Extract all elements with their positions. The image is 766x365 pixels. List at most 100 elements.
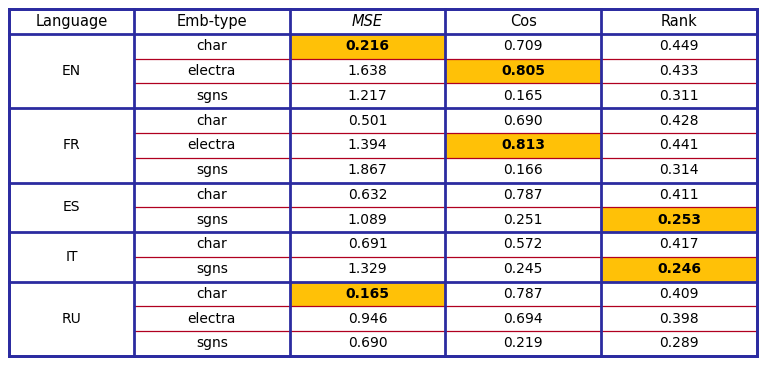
Bar — [445, 108, 601, 133]
Bar — [9, 108, 134, 133]
Text: electra: electra — [188, 138, 236, 152]
Text: 0.245: 0.245 — [503, 262, 543, 276]
Text: 0.166: 0.166 — [503, 163, 543, 177]
Text: 0.813: 0.813 — [501, 138, 545, 152]
Bar — [601, 232, 757, 257]
Bar — [445, 331, 601, 356]
Bar — [445, 257, 601, 281]
Bar — [601, 133, 757, 158]
Bar — [290, 331, 445, 356]
Bar — [134, 281, 290, 306]
Text: 0.428: 0.428 — [660, 114, 699, 128]
Text: sgns: sgns — [196, 89, 228, 103]
Text: 0.314: 0.314 — [660, 163, 699, 177]
Text: 0.787: 0.787 — [503, 287, 543, 301]
Bar — [134, 182, 290, 207]
Bar — [134, 232, 290, 257]
Text: 0.441: 0.441 — [660, 138, 699, 152]
Text: ES: ES — [63, 200, 80, 214]
Bar — [445, 158, 601, 182]
Text: char: char — [197, 188, 228, 202]
Text: 0.409: 0.409 — [660, 287, 699, 301]
Bar — [445, 207, 601, 232]
Text: 0.433: 0.433 — [660, 64, 699, 78]
Bar — [134, 34, 290, 59]
Bar — [445, 84, 601, 108]
Text: electra: electra — [188, 64, 236, 78]
Bar — [290, 257, 445, 281]
Bar — [9, 182, 134, 207]
Bar — [290, 108, 445, 133]
Bar — [601, 257, 757, 281]
Text: 0.946: 0.946 — [348, 312, 388, 326]
Bar — [445, 232, 601, 257]
Bar — [134, 207, 290, 232]
Bar — [9, 232, 134, 257]
Text: 1.394: 1.394 — [348, 138, 388, 152]
Text: 1.638: 1.638 — [348, 64, 388, 78]
Text: FR: FR — [63, 138, 80, 152]
Bar — [290, 59, 445, 84]
Text: 1.329: 1.329 — [348, 262, 388, 276]
Bar — [290, 281, 445, 306]
Text: char: char — [197, 287, 228, 301]
Text: 0.690: 0.690 — [503, 114, 543, 128]
Bar — [134, 59, 290, 84]
Bar — [601, 34, 757, 59]
Bar — [134, 306, 290, 331]
Bar — [290, 306, 445, 331]
Text: 0.246: 0.246 — [657, 262, 701, 276]
Text: Language: Language — [35, 14, 108, 29]
Bar — [601, 306, 757, 331]
Text: 1.089: 1.089 — [348, 213, 388, 227]
Text: 0.417: 0.417 — [660, 237, 699, 251]
Bar — [134, 257, 290, 281]
Text: 0.251: 0.251 — [503, 213, 543, 227]
Bar — [601, 84, 757, 108]
Text: 0.165: 0.165 — [503, 89, 543, 103]
Bar — [445, 133, 601, 158]
Bar — [9, 306, 134, 331]
Text: Emb-type: Emb-type — [177, 14, 247, 29]
Text: 0.219: 0.219 — [503, 337, 543, 350]
Text: 0.411: 0.411 — [660, 188, 699, 202]
Text: 0.311: 0.311 — [660, 89, 699, 103]
Text: IT: IT — [65, 250, 78, 264]
Text: 0.449: 0.449 — [660, 39, 699, 53]
Bar — [445, 182, 601, 207]
Bar — [9, 84, 134, 108]
Bar — [9, 158, 134, 182]
Bar — [445, 59, 601, 84]
Bar — [290, 232, 445, 257]
Bar — [134, 331, 290, 356]
Text: RU: RU — [62, 312, 81, 326]
Text: 0.709: 0.709 — [503, 39, 543, 53]
Bar — [9, 257, 134, 281]
Bar — [290, 182, 445, 207]
Text: Cos: Cos — [510, 14, 537, 29]
Text: 1.217: 1.217 — [348, 89, 388, 103]
Bar — [290, 84, 445, 108]
Bar — [9, 331, 134, 356]
Text: 0.572: 0.572 — [503, 237, 543, 251]
Bar — [445, 34, 601, 59]
Text: sgns: sgns — [196, 163, 228, 177]
Bar — [9, 9, 757, 34]
Bar — [290, 133, 445, 158]
Bar — [9, 34, 134, 59]
Text: 0.632: 0.632 — [348, 188, 388, 202]
Bar — [9, 133, 134, 158]
Text: 0.690: 0.690 — [348, 337, 388, 350]
Text: 0.253: 0.253 — [657, 213, 701, 227]
Text: char: char — [197, 237, 228, 251]
Bar — [601, 281, 757, 306]
Bar — [601, 158, 757, 182]
Bar — [601, 59, 757, 84]
Text: 0.501: 0.501 — [348, 114, 388, 128]
Bar — [601, 331, 757, 356]
Bar — [290, 158, 445, 182]
Text: sgns: sgns — [196, 337, 228, 350]
Text: 0.398: 0.398 — [660, 312, 699, 326]
Text: 0.805: 0.805 — [501, 64, 545, 78]
Text: 0.289: 0.289 — [660, 337, 699, 350]
